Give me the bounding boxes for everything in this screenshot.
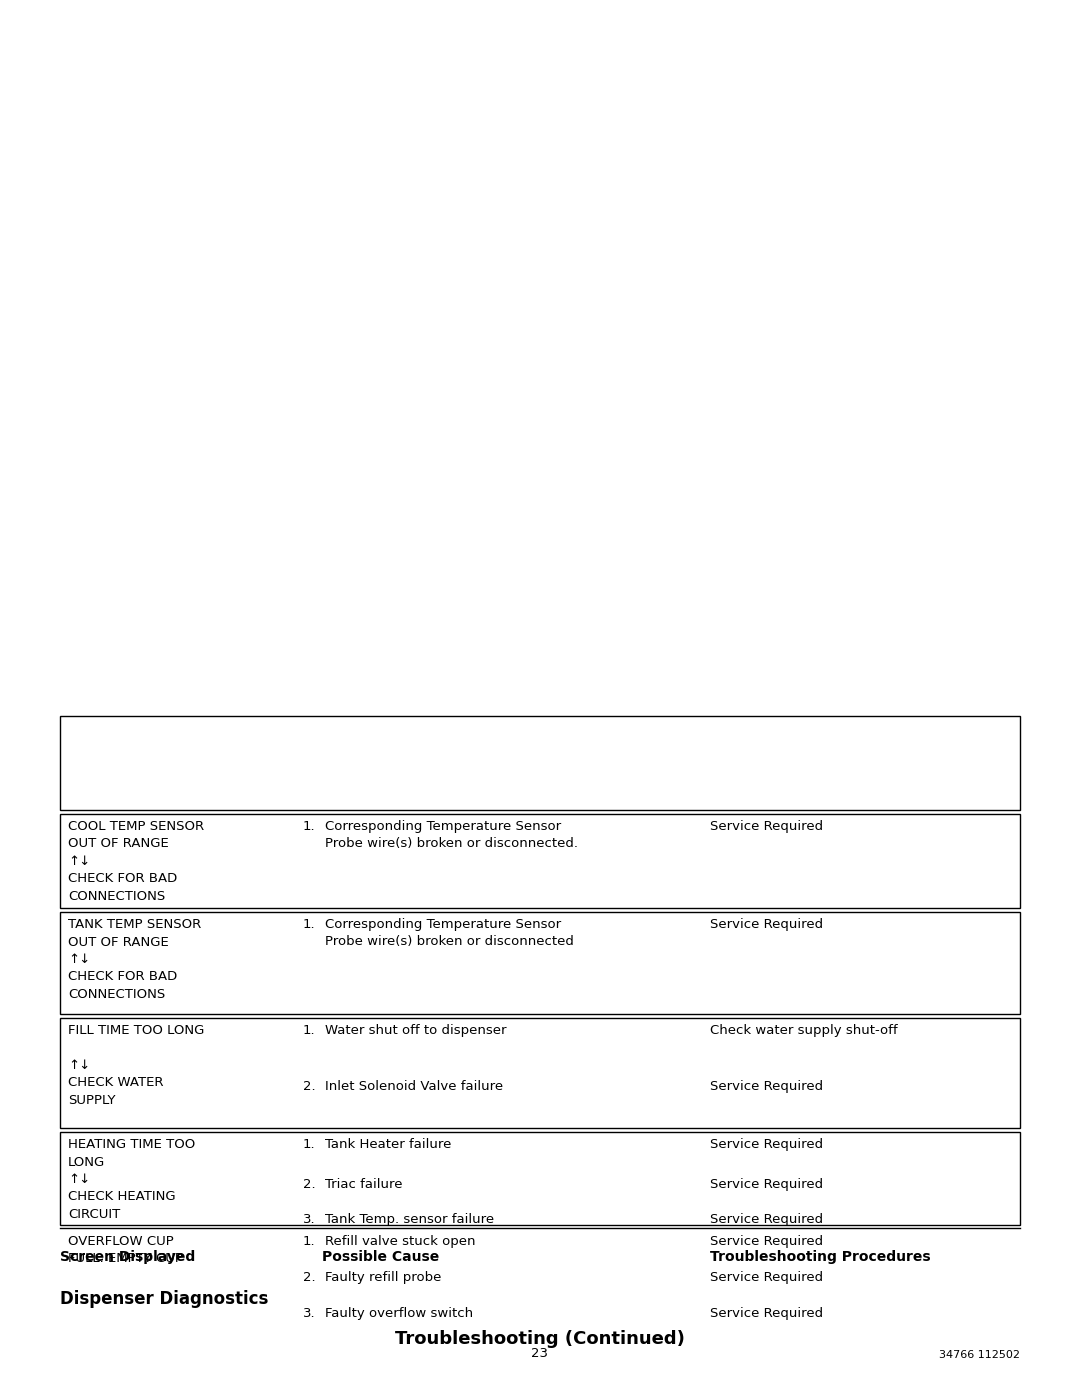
Text: ↑↓: ↑↓ xyxy=(68,855,91,868)
Text: Dispenser Diagnostics: Dispenser Diagnostics xyxy=(60,1289,268,1308)
Text: 3.: 3. xyxy=(303,1308,315,1320)
Text: Tank Heater failure: Tank Heater failure xyxy=(325,1139,451,1151)
Text: Triac failure: Triac failure xyxy=(325,1178,403,1192)
Text: Service Required: Service Required xyxy=(710,1271,823,1284)
Text: Inlet Solenoid Valve failure: Inlet Solenoid Valve failure xyxy=(325,1080,503,1092)
Text: OUT OF RANGE: OUT OF RANGE xyxy=(68,936,168,949)
Text: 2.: 2. xyxy=(303,1271,315,1284)
Text: Probe wire(s) broken or disconnected.: Probe wire(s) broken or disconnected. xyxy=(325,837,578,851)
Text: Corresponding Temperature Sensor: Corresponding Temperature Sensor xyxy=(325,918,562,930)
Text: HEATING TIME TOO: HEATING TIME TOO xyxy=(68,1139,195,1151)
Text: 1.: 1. xyxy=(303,1024,315,1037)
Text: 2.: 2. xyxy=(303,1080,315,1092)
Text: SUPPLY: SUPPLY xyxy=(68,1094,116,1106)
Bar xyxy=(60,717,1020,810)
Text: 1.: 1. xyxy=(303,918,315,930)
Text: Troubleshooting Procedures: Troubleshooting Procedures xyxy=(710,1250,931,1264)
Text: CHECK FOR BAD: CHECK FOR BAD xyxy=(68,873,177,886)
Text: 23: 23 xyxy=(531,1347,549,1361)
Text: Corresponding Temperature Sensor: Corresponding Temperature Sensor xyxy=(325,820,562,833)
Text: Screen Displayed: Screen Displayed xyxy=(60,1250,195,1264)
Text: Service Required: Service Required xyxy=(710,1213,823,1227)
Text: OVERFLOW CUP: OVERFLOW CUP xyxy=(68,1235,174,1248)
Text: 2.: 2. xyxy=(303,1178,315,1192)
Text: Tank Temp. sensor failure: Tank Temp. sensor failure xyxy=(325,1213,495,1227)
Text: Service Required: Service Required xyxy=(710,1080,823,1092)
Text: 1.: 1. xyxy=(303,1235,315,1248)
Text: ↑↓: ↑↓ xyxy=(68,1059,91,1071)
Text: 3.: 3. xyxy=(303,1213,315,1227)
Bar xyxy=(60,1132,1020,1225)
Text: Check water supply shut-off: Check water supply shut-off xyxy=(710,1024,897,1037)
Text: Refill valve stuck open: Refill valve stuck open xyxy=(325,1235,475,1248)
Text: FULL. EMPTY CUP: FULL. EMPTY CUP xyxy=(68,1253,183,1266)
Text: COOL TEMP SENSOR: COOL TEMP SENSOR xyxy=(68,820,204,833)
Bar xyxy=(60,814,1020,908)
Text: FILL TIME TOO LONG: FILL TIME TOO LONG xyxy=(68,1024,204,1037)
Text: ↑↓: ↑↓ xyxy=(68,1173,91,1186)
Text: TANK TEMP SENSOR: TANK TEMP SENSOR xyxy=(68,918,201,930)
Text: Probe wire(s) broken or disconnected: Probe wire(s) broken or disconnected xyxy=(325,936,573,949)
Bar xyxy=(60,912,1020,1014)
Text: CONNECTIONS: CONNECTIONS xyxy=(68,890,165,902)
Text: CHECK WATER: CHECK WATER xyxy=(68,1077,163,1090)
Text: 1.: 1. xyxy=(303,820,315,833)
Bar xyxy=(60,1018,1020,1127)
Text: Service Required: Service Required xyxy=(710,1235,823,1248)
Text: 34766 112502: 34766 112502 xyxy=(939,1350,1020,1361)
Text: Service Required: Service Required xyxy=(710,1308,823,1320)
Text: CHECK FOR BAD: CHECK FOR BAD xyxy=(68,971,177,983)
Text: Service Required: Service Required xyxy=(710,820,823,833)
Text: Service Required: Service Required xyxy=(710,1139,823,1151)
Text: ↑↓: ↑↓ xyxy=(68,953,91,965)
Text: Service Required: Service Required xyxy=(710,1178,823,1192)
Text: LONG: LONG xyxy=(68,1155,105,1168)
Text: CIRCUIT: CIRCUIT xyxy=(68,1208,120,1221)
Text: Troubleshooting (Continued): Troubleshooting (Continued) xyxy=(395,1330,685,1348)
Text: Faulty refill probe: Faulty refill probe xyxy=(325,1271,442,1284)
Text: Water shut off to dispenser: Water shut off to dispenser xyxy=(325,1024,507,1037)
Text: OUT OF RANGE: OUT OF RANGE xyxy=(68,837,168,851)
Text: 1.: 1. xyxy=(303,1139,315,1151)
Text: Service Required: Service Required xyxy=(710,918,823,930)
Text: CHECK HEATING: CHECK HEATING xyxy=(68,1190,176,1203)
Text: CONNECTIONS: CONNECTIONS xyxy=(68,988,165,1002)
Text: Faulty overflow switch: Faulty overflow switch xyxy=(325,1308,473,1320)
Text: Possible Cause: Possible Cause xyxy=(322,1250,440,1264)
